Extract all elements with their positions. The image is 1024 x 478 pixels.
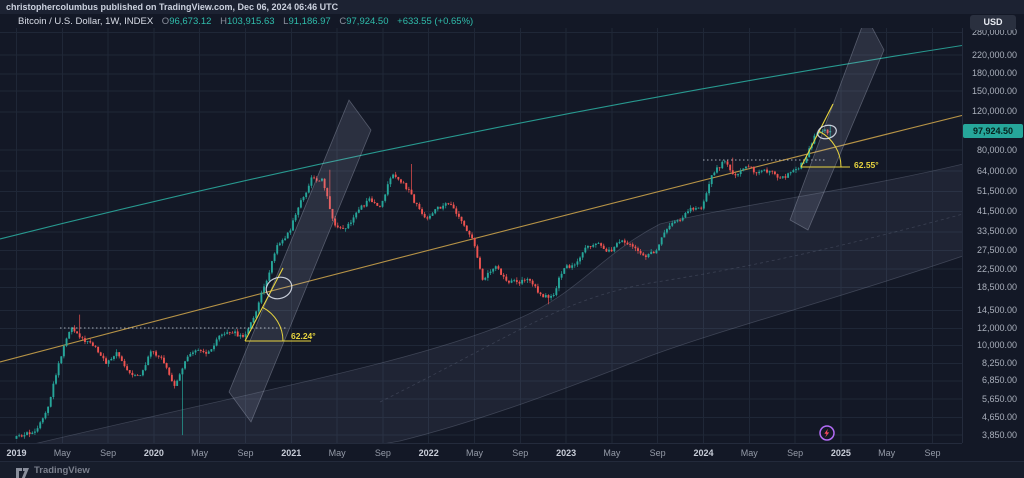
price-axis-label: 150,000.00 bbox=[971, 85, 1017, 96]
time-axis-label: 2019 bbox=[6, 448, 27, 458]
time-axis-label: 2022 bbox=[418, 448, 439, 458]
time-axis-label: Sep bbox=[924, 448, 941, 458]
time-axis-label: 2023 bbox=[556, 448, 577, 458]
symbol-legend: Bitcoin / U.S. Dollar, 1W, INDEX O96,673… bbox=[18, 16, 473, 27]
high-label: H bbox=[220, 16, 227, 27]
highlight-ellipse bbox=[265, 276, 293, 300]
price-axis-label: 22,500.00 bbox=[976, 263, 1017, 274]
rally-flag-channel bbox=[789, 28, 885, 231]
change-value: +633.55 (+0.65%) bbox=[397, 16, 474, 27]
footer-bar: TradingView bbox=[0, 461, 1024, 478]
close-label: C bbox=[339, 16, 347, 27]
price-axis-label: 6,850.00 bbox=[981, 375, 1017, 386]
price-axis-label: 280,000.00 bbox=[971, 26, 1017, 37]
open-value: 96,673.12 bbox=[169, 16, 212, 27]
time-axis-label: Sep bbox=[649, 448, 666, 458]
time-axis-label: 2025 bbox=[830, 448, 851, 458]
channel-mid-line bbox=[0, 114, 962, 363]
plot-layer bbox=[0, 28, 962, 443]
event-badge-icon bbox=[819, 425, 835, 441]
time-axis-label: May bbox=[603, 448, 621, 458]
angle-value-label: 62.24° bbox=[291, 331, 316, 341]
time-axis-label: 2020 bbox=[143, 448, 164, 458]
tradingview-logo-icon[interactable] bbox=[16, 466, 29, 478]
highlight-ellipse bbox=[817, 124, 837, 140]
price-axis-label: 4,650.00 bbox=[981, 411, 1017, 422]
publish-text: christophercolumbus published on Trading… bbox=[6, 2, 339, 12]
time-axis-label: May bbox=[878, 448, 896, 458]
angle-value-label: 62.55° bbox=[854, 160, 879, 170]
price-axis-label: 27,500.00 bbox=[976, 244, 1017, 255]
time-axis-label: Sep bbox=[100, 448, 117, 458]
candlestick-series bbox=[15, 125, 832, 439]
last-price-label: 97,924.50 bbox=[963, 124, 1023, 138]
price-axis-label: 10,000.00 bbox=[976, 339, 1017, 350]
low-label: L bbox=[283, 16, 289, 27]
price-axis-label: 14,500.00 bbox=[976, 304, 1017, 315]
time-axis-label: 2024 bbox=[693, 448, 714, 458]
price-axis-label: 41,500.00 bbox=[976, 206, 1017, 217]
time-axis-label: Sep bbox=[237, 448, 254, 458]
time-axis[interactable]: 2019 May Sep 2020 May Sep 2021 May Sep 2022 May Sep… bbox=[0, 443, 962, 462]
time-axis-label: Sep bbox=[787, 448, 804, 458]
time-axis-label: May bbox=[328, 448, 346, 458]
open-label: O bbox=[161, 16, 170, 27]
trend-angle-tool bbox=[800, 103, 850, 168]
price-axis-label: 64,000.00 bbox=[976, 165, 1017, 176]
trend-angle-tool bbox=[244, 267, 311, 342]
price-axis-label: 220,000.00 bbox=[971, 49, 1017, 60]
time-axis-label: 2021 bbox=[281, 448, 302, 458]
grid bbox=[0, 28, 962, 443]
price-axis-label: 120,000.00 bbox=[971, 106, 1017, 117]
price-axis[interactable]: 280,000.00 220,000.00 180,000.00 150,000.00… bbox=[962, 26, 1024, 443]
time-axis-label: May bbox=[53, 448, 71, 458]
time-axis-label: Sep bbox=[512, 448, 529, 458]
long-term-channel bbox=[36, 163, 962, 443]
high-value: 103,915.63 bbox=[226, 16, 275, 27]
price-axis-label: 12,000.00 bbox=[976, 322, 1017, 333]
price-axis-label: 8,250.00 bbox=[981, 357, 1017, 368]
price-axis-label: 5,650.00 bbox=[981, 393, 1017, 404]
low-value: 91,186.97 bbox=[288, 16, 331, 27]
symbol-title[interactable]: Bitcoin / U.S. Dollar, 1W, INDEX bbox=[18, 16, 154, 27]
price-axis-label: 3,850.00 bbox=[981, 429, 1017, 440]
tradingview-brand-text[interactable]: TradingView bbox=[34, 465, 90, 476]
close-value: 97,924.50 bbox=[346, 16, 389, 27]
channel-top-line bbox=[0, 44, 962, 240]
price-axis-label: 80,000.00 bbox=[976, 144, 1017, 155]
price-axis-label: 33,500.00 bbox=[976, 226, 1017, 237]
time-axis-label: May bbox=[465, 448, 483, 458]
price-axis-label: 180,000.00 bbox=[971, 68, 1017, 79]
price-axis-label: 51,500.00 bbox=[976, 185, 1017, 196]
time-axis-label: May bbox=[191, 448, 209, 458]
publish-bar: christophercolumbus published on Trading… bbox=[0, 0, 1024, 14]
time-axis-label: May bbox=[740, 448, 758, 458]
price-axis-label: 18,500.00 bbox=[976, 282, 1017, 293]
currency-toggle-button[interactable]: USD bbox=[970, 15, 1016, 30]
time-axis-label: Sep bbox=[374, 448, 391, 458]
